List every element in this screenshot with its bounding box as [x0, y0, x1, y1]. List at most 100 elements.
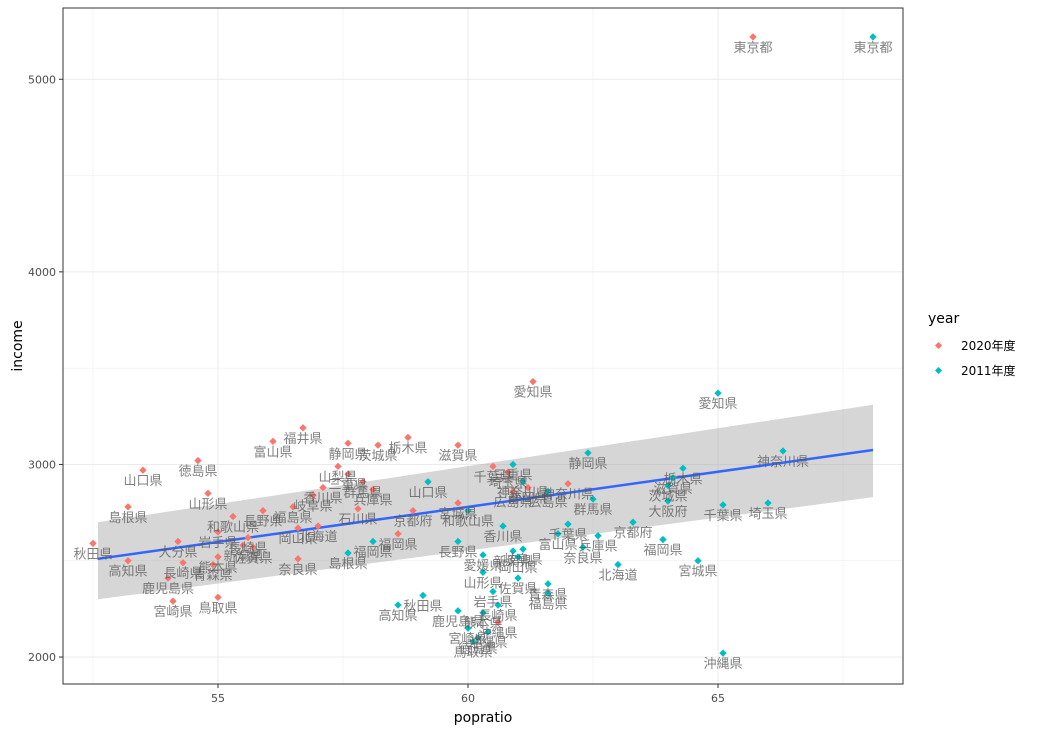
data-point	[124, 503, 132, 511]
data-point	[494, 601, 502, 609]
legend-marker	[934, 341, 943, 350]
data-point	[694, 557, 702, 565]
data-point	[679, 464, 687, 472]
point-label: 岐阜県	[293, 498, 332, 514]
point-label: 佐賀県	[498, 582, 537, 597]
data-point	[344, 439, 352, 447]
data-point	[214, 553, 222, 561]
point-label: 福岡県	[353, 545, 392, 560]
confidence-band	[97, 404, 874, 600]
point-label: 千葉県	[473, 470, 512, 485]
point-label: 岩手県	[198, 536, 237, 551]
point-label: 神奈川県	[757, 455, 809, 470]
data-point	[369, 485, 377, 494]
point-label: 山口県	[408, 486, 447, 501]
point-label: 北海道	[298, 530, 337, 545]
x-tick-label: 60	[461, 692, 475, 705]
trend-se-band	[98, 404, 873, 600]
y-tick-label: 5000	[28, 73, 56, 86]
data-point	[519, 478, 527, 486]
point-label: 高知県	[108, 564, 147, 580]
data-point	[779, 447, 787, 455]
point-label: 北海道	[598, 569, 637, 584]
data-point	[544, 589, 552, 598]
data-point	[404, 433, 412, 442]
data-point	[479, 551, 487, 559]
point-label: 沖縄県	[468, 636, 507, 651]
point-label: 愛媛県	[463, 559, 502, 574]
data-point	[594, 532, 602, 540]
point-label: 滋賀県	[438, 449, 477, 464]
data-point	[174, 537, 182, 546]
point-label: 宮崎県	[153, 604, 192, 620]
point-label: 長崎県	[163, 567, 202, 582]
point-label: 栃木県	[663, 472, 702, 487]
point-label: 山梨県	[318, 470, 357, 485]
point-label: 高知県	[378, 608, 417, 624]
point-label: 和歌山県	[207, 520, 259, 535]
data-point	[469, 637, 477, 646]
data-point	[194, 456, 202, 465]
data-point	[374, 441, 382, 449]
data-point	[124, 557, 132, 565]
point-label: 大分県	[158, 545, 197, 560]
data-point	[494, 618, 502, 627]
data-point	[164, 574, 172, 582]
data-point	[544, 487, 552, 496]
data-point	[464, 506, 472, 515]
point-label: 富山県	[253, 444, 292, 460]
x-tick-label: 65	[711, 692, 725, 705]
data-point	[499, 522, 507, 530]
point-label: 宮城県	[438, 506, 477, 522]
data-point	[424, 478, 432, 486]
point-label: 沖縄県	[478, 626, 517, 641]
data-point	[244, 533, 252, 542]
point-label: 福井県	[283, 432, 322, 447]
data-point	[474, 634, 482, 642]
point-label: 長野県	[438, 545, 477, 560]
data-point	[659, 535, 667, 544]
point-label: 群馬県	[343, 486, 382, 501]
point-label: 岩手県	[473, 596, 512, 611]
data-point	[294, 524, 302, 532]
point-label: 三重県	[493, 467, 532, 483]
data-point	[344, 549, 352, 557]
point-label: 広島県	[528, 495, 567, 510]
point-label: 徳島県	[458, 642, 497, 657]
point-label: 神奈川県	[497, 486, 549, 501]
point-label: 島根県	[328, 557, 367, 572]
data-point	[479, 609, 487, 617]
point-label: 静岡県	[508, 492, 547, 507]
data-point	[354, 505, 362, 513]
point-label: 兵庫県	[353, 493, 392, 508]
data-point	[554, 530, 562, 538]
data-point	[394, 601, 402, 609]
data-point	[564, 480, 572, 488]
point-label: 香川県	[303, 492, 342, 507]
data-point	[564, 520, 572, 528]
data-point	[509, 547, 517, 555]
data-point	[714, 389, 722, 397]
point-label: 石川県	[338, 513, 377, 528]
data-point	[294, 555, 302, 563]
point-label: 佐賀県	[233, 551, 272, 566]
point-label: 長崎県	[478, 609, 517, 624]
data-point	[454, 441, 462, 449]
point-label: 鹿児島県	[142, 581, 194, 597]
y-axis-title: income	[10, 320, 26, 371]
point-label: 埼玉県	[488, 476, 527, 491]
x-axis-ticks: 55 60 65	[211, 684, 725, 705]
panel-border	[62, 7, 904, 685]
point-label: 岡山県	[498, 561, 537, 576]
data-point	[214, 528, 222, 536]
point-label: 山形県	[463, 576, 502, 591]
data-point	[664, 481, 672, 490]
trend-line	[97, 448, 874, 561]
data-points	[89, 33, 877, 657]
data-point	[299, 424, 307, 432]
data-point	[179, 558, 187, 567]
point-label: 愛知県	[513, 385, 552, 401]
point-label: 東京都	[853, 40, 892, 56]
data-point	[504, 468, 512, 476]
